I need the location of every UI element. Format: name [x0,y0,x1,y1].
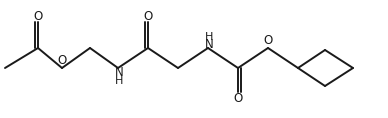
Text: O: O [263,34,273,48]
Text: H: H [205,32,213,42]
Text: H: H [115,76,123,86]
Text: O: O [57,55,67,67]
Text: N: N [204,38,213,51]
Text: N: N [114,65,123,78]
Text: O: O [33,10,43,23]
Text: O: O [233,93,242,105]
Text: O: O [144,10,152,23]
